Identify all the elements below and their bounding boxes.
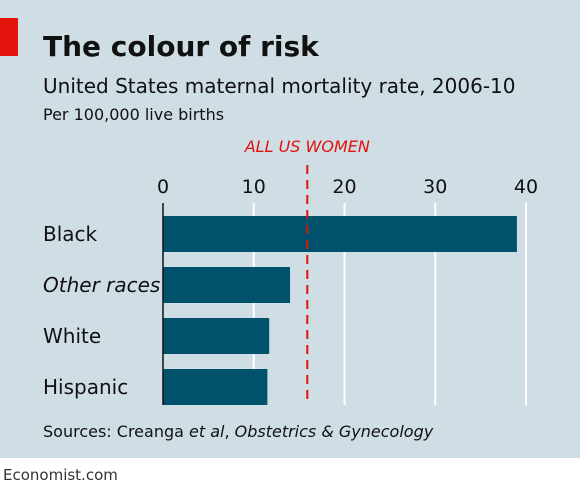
category-label-other-races: Other races [43, 273, 160, 297]
reference-line-label: ALL US WOMEN [244, 137, 370, 156]
x-tick-label-40: 40 [514, 176, 538, 198]
bar-white [163, 318, 270, 354]
source-prefix: Sources: Creanga [43, 422, 189, 441]
x-tick-label-10: 10 [242, 176, 266, 198]
category-label-white: White [43, 324, 101, 348]
chart-subtitle: United States maternal mortality rate, 2… [43, 74, 516, 98]
x-tick-label-30: 30 [423, 176, 447, 198]
bar-other-races [163, 267, 291, 303]
footer-brand: Economist.com [3, 466, 118, 484]
bar-black [163, 216, 517, 252]
source-et-al: et al [189, 422, 225, 441]
source-note: Sources: Creanga et al, Obstetrics & Gyn… [43, 422, 433, 441]
brand-tag [0, 18, 18, 56]
category-label-hispanic: Hispanic [43, 375, 128, 399]
bar-hispanic [163, 369, 268, 405]
category-label-black: Black [43, 222, 98, 246]
unit-label: Per 100,000 live births [43, 105, 225, 124]
source-journal: Obstetrics & Gynecology [234, 422, 434, 441]
bar-chart: 0 10 20 30 40 Black Other races White Hispanic AL… [43, 137, 538, 405]
source-separator: , [224, 422, 235, 441]
x-tick-label-20: 20 [332, 176, 356, 198]
chart-title: The colour of risk [43, 30, 319, 63]
x-tick-label-0: 0 [157, 176, 169, 198]
